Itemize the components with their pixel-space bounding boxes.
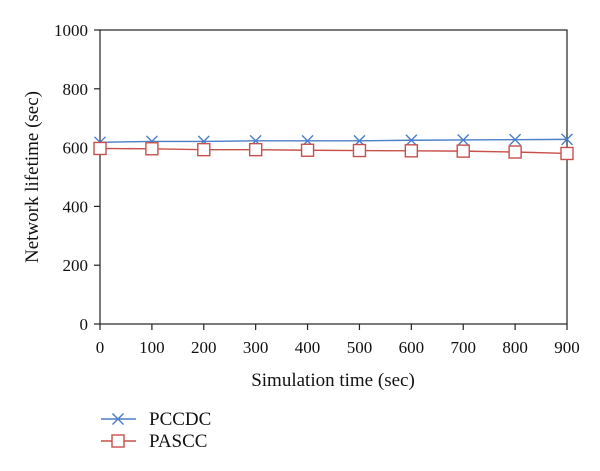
legend-marker-pascc (111, 434, 125, 448)
x-axis: 0 100 200 300 400 500 600 700 800 900 (96, 324, 580, 357)
data-point-pascc (560, 146, 574, 161)
series-layer (93, 133, 574, 161)
series-line-pascc (99, 147, 568, 155)
legend-item-pccdc: PCCDC (101, 409, 211, 430)
legend-label-pccdc: PCCDC (149, 409, 211, 430)
data-point-pascc (352, 143, 367, 158)
series-pascc (93, 141, 574, 161)
data-point-pascc (300, 143, 315, 157)
x-tick-label: 500 (347, 338, 373, 357)
x-tick-label: 700 (450, 338, 476, 357)
data-point-pascc (197, 142, 211, 157)
series-pccdc (94, 133, 573, 149)
data-point-pccdc (561, 133, 573, 146)
legend-label-pascc: PASCC (149, 431, 207, 452)
y-axis-title: Network lifetime (sec) (22, 91, 43, 263)
x-tick-label: 100 (139, 338, 165, 357)
x-tick-label: 300 (243, 338, 269, 357)
x-axis-title: Simulation time (sec) (251, 370, 415, 391)
data-point-pccdc (405, 134, 418, 147)
y-tick-label: 600 (63, 139, 89, 158)
series-line-pccdc (99, 138, 568, 144)
plot-area-frame (99, 29, 568, 325)
data-point-pccdc (509, 133, 522, 146)
x-tick-label: 400 (295, 338, 321, 357)
y-tick-label: 200 (63, 256, 89, 275)
data-point-pascc (508, 145, 522, 159)
data-point-pascc (404, 144, 419, 158)
data-point-pascc (248, 142, 263, 157)
y-tick-label: 1000 (54, 21, 88, 40)
data-point-pascc (456, 144, 470, 158)
x-tick-label: 800 (502, 338, 528, 357)
legend-marker-pccdc (112, 413, 124, 425)
data-point-pascc (93, 141, 107, 156)
x-tick-label: 0 (96, 338, 105, 357)
x-tick-label: 900 (554, 338, 580, 357)
x-tick-label: 200 (191, 338, 217, 357)
y-tick-label: 800 (63, 80, 89, 99)
data-point-pccdc (457, 133, 470, 146)
y-tick-label: 400 (63, 197, 89, 216)
y-tick-label: 0 (80, 315, 89, 334)
data-point-pascc (145, 142, 159, 156)
x-tick-label: 600 (399, 338, 425, 357)
legend-item-pascc: PASCC (101, 431, 207, 452)
y-axis: 0 200 400 600 800 1000 (54, 21, 100, 334)
